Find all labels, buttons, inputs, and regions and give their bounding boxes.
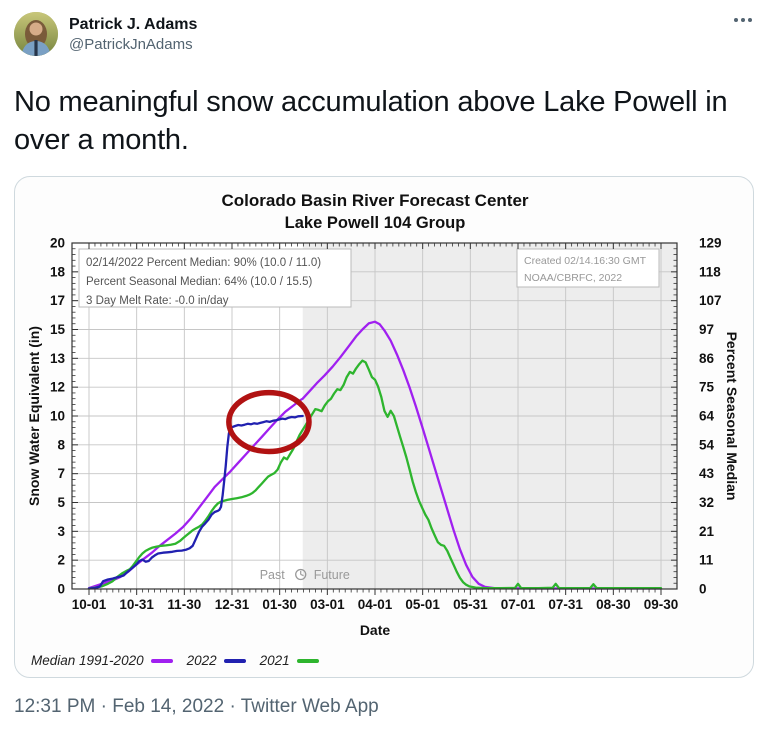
y-left-tick-label: 15: [50, 322, 66, 337]
y-right-tick-label: 129: [699, 236, 722, 251]
legend-swatch: [296, 658, 319, 663]
created-box: [516, 248, 660, 288]
y-left-tick-label: 20: [50, 236, 65, 251]
x-tick-label: 07-01: [501, 597, 536, 612]
clock-icon: [295, 568, 307, 581]
created-box-line: Created 02/14.16:30 GMT: [524, 255, 647, 267]
x-tick-label: 10-31: [119, 597, 154, 612]
chart-subtitle: Lake Powell 104 Group: [285, 214, 466, 232]
x-tick-label: 10-01: [72, 597, 107, 612]
y-left-tick-label: 0: [57, 582, 65, 597]
y-left-tick-label: 3: [57, 524, 65, 539]
chart-legend: Median 1991-2020 2022 2021: [31, 653, 333, 668]
series-2022: [87, 414, 304, 590]
legend-label: 2022: [186, 653, 217, 668]
chart-title: Colorado Basin River Forecast Center: [221, 191, 528, 210]
more-options-icon[interactable]: [734, 12, 754, 22]
y-left-tick-label: 13: [50, 351, 66, 366]
avatar-photo-icon: [14, 12, 58, 56]
legend-label: 2021: [259, 653, 290, 668]
avatar[interactable]: [14, 12, 58, 56]
legend-swatch: [150, 658, 173, 663]
legend-swatch: [223, 658, 246, 663]
y-right-tick-label: 86: [699, 351, 715, 366]
tweet-image-card[interactable]: 02/14/2022 Percent Median: 90% (10.0 / 1…: [14, 176, 754, 678]
tweet-text: No meaningful snow accumulation above La…: [14, 86, 728, 156]
y-right-tick-label: 0: [699, 582, 707, 597]
author-block: Patrick J. Adams @PatrickJnAdams: [69, 12, 197, 55]
future-label: Future: [314, 568, 350, 582]
past-label: Past: [260, 568, 286, 582]
dot: [748, 18, 752, 22]
x-axis-title: Date: [360, 622, 391, 638]
clock-hand: [300, 573, 304, 577]
y-right-tick-label: 32: [699, 495, 714, 510]
tweet-page: Patrick J. Adams @PatrickJnAdams No mean…: [14, 0, 754, 717]
x-tick-label: 03-01: [310, 597, 345, 612]
legend-item: 2022: [187, 653, 246, 668]
x-tick-label: 07-31: [548, 597, 583, 612]
tweet-timestamp[interactable]: 12:31 PM · Feb 14, 2022 · Twitter Web Ap…: [14, 696, 379, 717]
x-tick-label: 12-31: [215, 597, 250, 612]
x-tick-label: 08-30: [596, 597, 631, 612]
stats-box-line: Percent Seasonal Median: 64% (10.0 / 15.…: [86, 276, 312, 288]
y-left-tick-label: 10: [50, 409, 65, 424]
swe-chart: 02/14/2022 Percent Median: 90% (10.0 / 1…: [26, 191, 740, 638]
y-left-tick-label: 17: [50, 293, 65, 308]
created-box-line: NOAA/CBRFC, 2022: [524, 272, 622, 284]
y-left-tick-label: 5: [57, 495, 65, 510]
y-right-tick-label: 64: [699, 409, 715, 424]
y-left-tick-label: 8: [57, 437, 65, 452]
y-right-tick-label: 43: [699, 466, 715, 481]
stats-box: [78, 248, 352, 308]
y-left-tick-label: 2: [57, 553, 65, 568]
x-tick-label: 04-01: [358, 597, 393, 612]
y-right-tick-label: 75: [699, 380, 715, 395]
y-right-tick-label: 21: [699, 524, 715, 539]
series-median-1991-2020: [87, 320, 663, 590]
x-tick-label: 01-30: [262, 597, 297, 612]
tweet-header: Patrick J. Adams @PatrickJnAdams: [14, 0, 754, 56]
y-left-tick-label: 18: [50, 264, 66, 279]
y-left-tick-label: 7: [57, 466, 65, 481]
legend-item: Median 1991-2020: [31, 653, 173, 668]
stats-box-line: 3 Day Melt Rate: -0.0 in/day: [86, 295, 229, 307]
y-left-axis-title: Snow Water Equivalent (in): [26, 326, 42, 506]
highlight-circle: [226, 389, 312, 455]
y-right-tick-label: 11: [699, 553, 714, 568]
dot: [734, 18, 738, 22]
x-tick-label: 05-31: [453, 597, 488, 612]
y-right-tick-label: 54: [699, 437, 715, 452]
y-right-tick-label: 107: [699, 293, 722, 308]
stats-box-line: 02/14/2022 Percent Median: 90% (10.0 / 1…: [86, 257, 321, 269]
y-right-axis-title: Percent Seasonal Median: [724, 332, 740, 501]
legend-item: 2021: [260, 653, 319, 668]
x-tick-label: 05-01: [405, 597, 440, 612]
author-name[interactable]: Patrick J. Adams: [69, 16, 198, 33]
x-tick-label: 11-30: [167, 597, 201, 612]
y-right-tick-label: 118: [699, 264, 721, 279]
series-2021: [87, 359, 663, 590]
legend-label: Median 1991-2020: [31, 653, 144, 668]
x-tick-label: 09-30: [644, 597, 679, 612]
y-right-tick-label: 97: [699, 322, 714, 337]
author-handle[interactable]: @PatrickJnAdams: [69, 36, 193, 53]
y-left-tick-label: 12: [50, 380, 65, 395]
dot: [741, 18, 745, 22]
